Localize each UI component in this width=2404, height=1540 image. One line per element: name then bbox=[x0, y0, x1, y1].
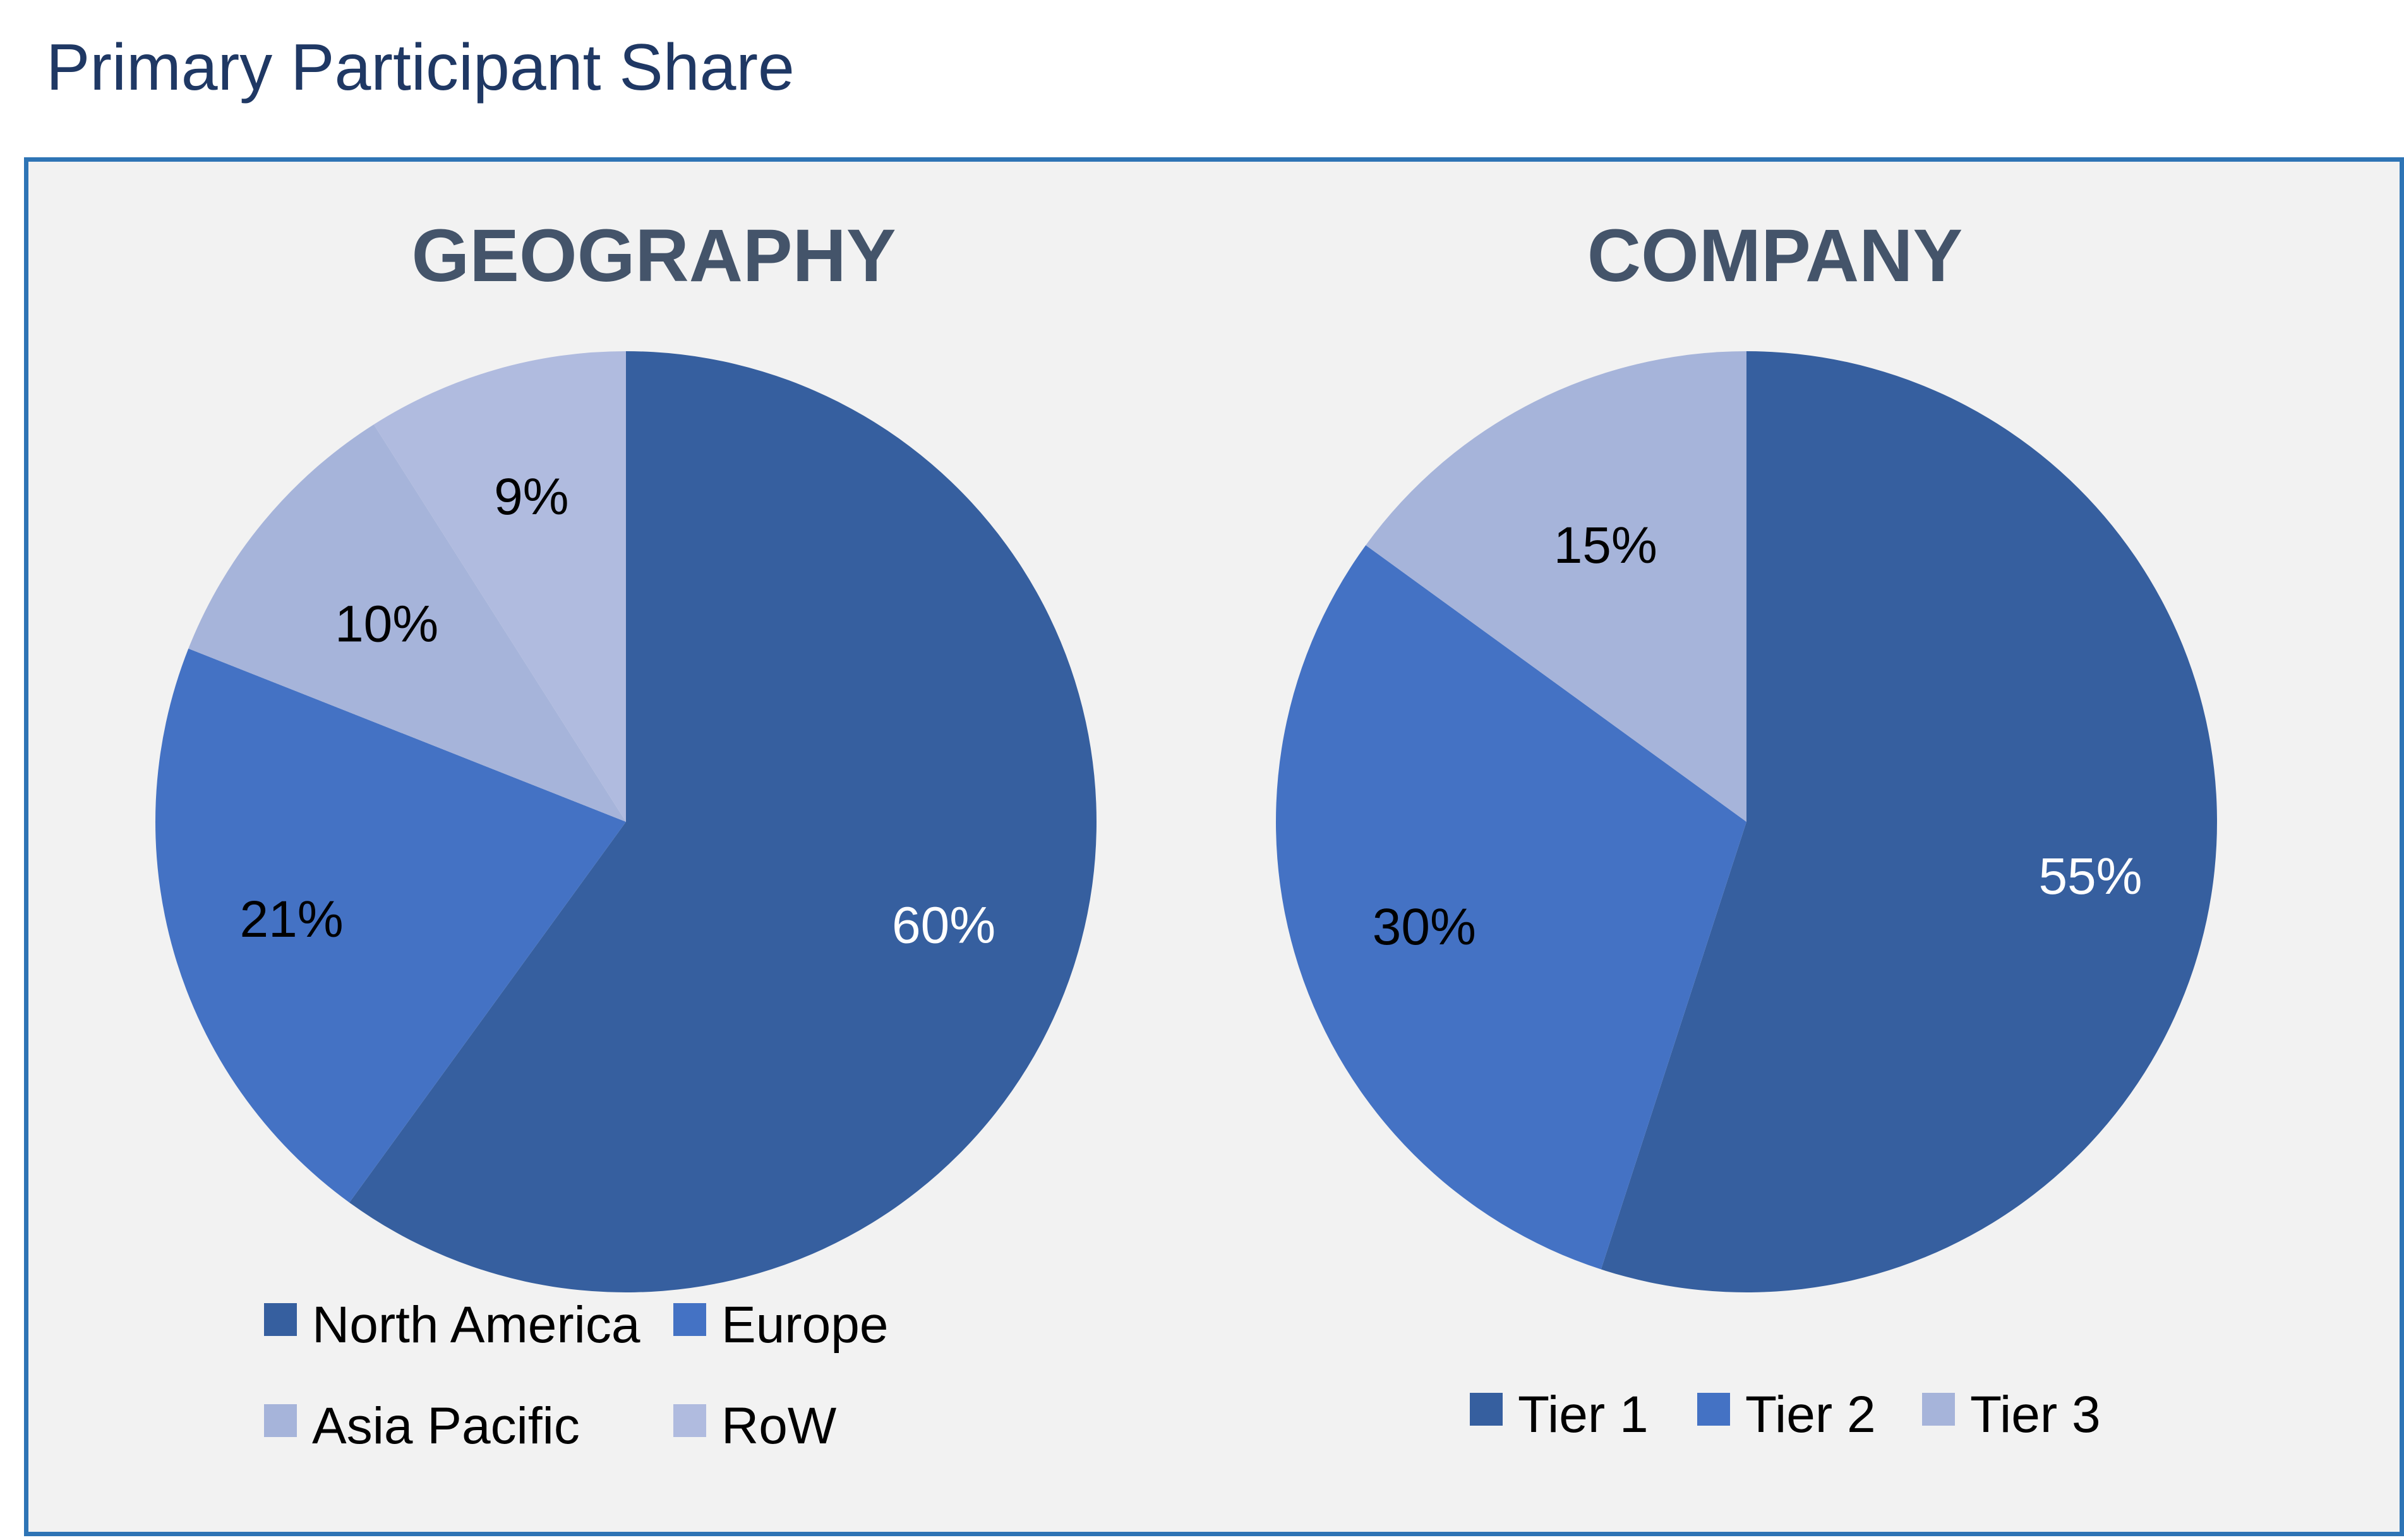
page-title: Primary Participant Share bbox=[46, 31, 795, 104]
company-legend-label-tier-3: Tier 3 bbox=[1970, 1386, 2101, 1443]
geography-legend-swatch-north-america bbox=[264, 1303, 297, 1336]
company-data-label-tier-3: 15% bbox=[1554, 517, 1657, 574]
company-chart-title: COMPANY bbox=[1587, 214, 1962, 298]
geography-data-label-europe: 21% bbox=[240, 891, 344, 948]
company-legend-swatch-tier-1 bbox=[1470, 1393, 1503, 1426]
geography-legend-swatch-europe bbox=[673, 1303, 706, 1336]
geography-slice-europe bbox=[155, 648, 626, 1203]
company-legend-label-tier-1: Tier 1 bbox=[1518, 1386, 1649, 1443]
geography-legend-swatch-asia-pacific bbox=[264, 1404, 297, 1437]
company-chart: COMPANY 55% 30% 15% Tier 1 Tier 2 Tier 3 bbox=[1275, 214, 2217, 1443]
company-data-label-tier-1: 55% bbox=[2038, 848, 2142, 905]
company-slice-tier-3 bbox=[1366, 351, 1746, 822]
company-slice-tier-2 bbox=[1275, 545, 1746, 1270]
geography-legend-label-europe: Europe bbox=[721, 1296, 888, 1354]
geography-data-label-north-america: 60% bbox=[892, 896, 995, 954]
geography-chart: GEOGRAPHY 60% 21% 10% 9% North America Europe A… bbox=[155, 214, 1097, 1455]
geography-legend-label-north-america: North America bbox=[312, 1296, 640, 1354]
geography-data-label-asia-pacific: 10% bbox=[335, 596, 438, 653]
geography-legend-swatch-row bbox=[673, 1404, 706, 1437]
geography-legend-label-row: RoW bbox=[721, 1397, 837, 1455]
geography-data-label-row: 9% bbox=[494, 468, 569, 526]
geography-slice-asia-pacific bbox=[188, 424, 626, 822]
company-data-label-tier-2: 30% bbox=[1373, 898, 1476, 956]
company-slice-tier-1 bbox=[1601, 351, 2217, 1292]
company-legend-swatch-tier-2 bbox=[1697, 1393, 1730, 1426]
company-legend-swatch-tier-3 bbox=[1922, 1393, 1955, 1426]
company-legend-label-tier-2: Tier 2 bbox=[1745, 1386, 1876, 1443]
geography-legend-label-asia-pacific: Asia Pacific bbox=[312, 1397, 580, 1455]
geography-chart-title: GEOGRAPHY bbox=[411, 214, 896, 298]
geography-slice-row bbox=[373, 351, 626, 822]
geography-slice-north-america bbox=[349, 351, 1097, 1293]
